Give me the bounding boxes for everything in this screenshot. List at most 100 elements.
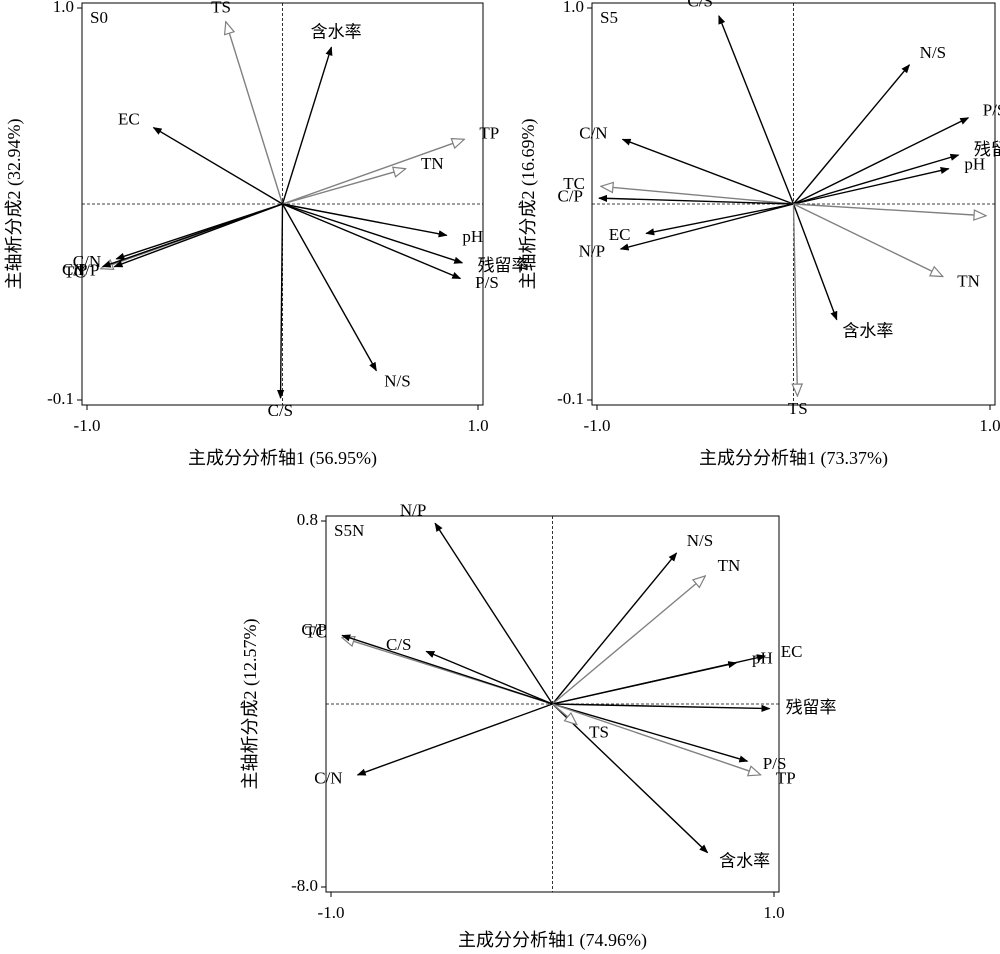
variable-label: 含水率 — [311, 23, 362, 42]
panel-label: S5 — [600, 8, 618, 27]
variable-label: 含水率 — [719, 851, 770, 870]
loading-arrow — [552, 703, 771, 713]
x-tick-label: -1.0 — [318, 903, 345, 922]
loading-arrow — [793, 203, 987, 216]
y-tick-label: 1.0 — [563, 0, 584, 16]
variable-label: TS — [788, 399, 808, 418]
x-tick-label: 1.0 — [467, 416, 488, 435]
variable-label: N/P — [73, 261, 99, 280]
loading-arrow — [792, 203, 838, 321]
x-tick-label: 1.0 — [979, 416, 1000, 435]
x-axis-title: 主成分分析轴1 (56.95%) — [188, 448, 377, 469]
variable-label: C/P — [301, 620, 327, 639]
variable-label: C/S — [268, 401, 294, 420]
loading-arrow — [341, 634, 553, 705]
variable-label: TP — [776, 768, 796, 787]
loading-arrow — [552, 703, 761, 775]
loading-arrow — [552, 703, 749, 763]
panel-label: S5N — [334, 521, 364, 540]
loading-arrow — [794, 203, 798, 396]
variable-label: C/N — [73, 252, 101, 271]
variable-label: TC — [305, 622, 327, 641]
variable-label: 残留率 — [478, 256, 529, 275]
x-tick-label: -1.0 — [584, 416, 611, 435]
loading-arrow — [282, 169, 406, 205]
variable-label: N/S — [384, 372, 410, 391]
variable-label: 残留率 — [974, 140, 1000, 159]
loading-arrow — [281, 203, 377, 372]
variable-label: TN — [718, 556, 741, 575]
x-tick-label: -1.0 — [74, 416, 101, 435]
variable-label: pH — [462, 227, 483, 246]
loading-arrow — [552, 703, 577, 725]
y-tick-label: -0.1 — [47, 389, 74, 408]
variable-label: N/S — [687, 531, 713, 550]
variable-label: TN — [957, 272, 980, 291]
variable-label: EC — [118, 109, 140, 128]
loading-arrow — [425, 650, 553, 705]
variable-label: TC — [64, 262, 86, 281]
loading-arrow — [356, 703, 553, 776]
variable-label: C/P — [557, 187, 583, 206]
loading-arrow — [282, 139, 465, 205]
variable-label: pH — [752, 649, 773, 668]
variable-label: P/S — [763, 754, 787, 773]
loading-arrow — [281, 46, 333, 205]
y-tick-label: 0.8 — [297, 510, 318, 529]
loading-arrow — [792, 64, 911, 205]
loading-arrow — [282, 203, 448, 238]
variable-label: TS — [589, 723, 609, 742]
variable-label: C/P — [62, 260, 88, 279]
loading-arrow — [645, 203, 794, 236]
loading-arrow — [621, 138, 794, 205]
x-tick-label: 1.0 — [763, 903, 784, 922]
variable-label: TP — [479, 124, 499, 143]
loading-arrow — [552, 661, 738, 705]
variable-label: TN — [421, 154, 444, 173]
variable-label: P/S — [475, 273, 499, 292]
loading-arrow — [598, 194, 794, 205]
variable-label: N/S — [920, 43, 946, 62]
loading-arrow — [113, 203, 283, 268]
loading-arrow — [226, 22, 284, 205]
panel-label: S0 — [90, 8, 108, 27]
loading-arrow — [619, 203, 794, 251]
loading-arrow — [601, 186, 794, 205]
loading-arrow — [552, 576, 706, 705]
loading-arrow — [551, 552, 678, 705]
loading-arrow — [793, 203, 943, 277]
variable-label: TC — [563, 174, 585, 193]
variable-label: 残留率 — [786, 698, 837, 717]
variable-label: C/S — [386, 635, 412, 654]
variable-label: C/N — [314, 769, 342, 788]
y-axis-title: 主轴析分成2 (12.57%) — [240, 619, 261, 790]
variable-label: N/P — [579, 242, 605, 261]
variable-label: N/P — [400, 500, 426, 519]
loading-arrow — [282, 203, 462, 280]
variable-label: P/S — [983, 100, 1000, 119]
loading-arrow — [434, 522, 554, 705]
variable-label: EC — [609, 225, 631, 244]
variable-label: TS — [211, 0, 231, 16]
variable-label: C/N — [579, 123, 607, 142]
y-tick-label: 1.0 — [53, 0, 74, 16]
loading-arrow — [793, 117, 970, 205]
variable-label: EC — [781, 642, 803, 661]
loading-arrow — [793, 167, 950, 205]
x-axis-title: 主成分分析轴1 (74.96%) — [458, 930, 647, 951]
variable-label: pH — [964, 155, 985, 174]
y-tick-label: -0.1 — [557, 389, 584, 408]
loading-arrow — [152, 126, 283, 205]
y-axis-title: 主轴析分成2 (16.69%) — [518, 119, 539, 290]
loading-arrow — [793, 153, 960, 205]
loading-arrow — [277, 203, 285, 399]
y-axis-title: 主轴析分成2 (32.94%) — [4, 119, 25, 290]
loading-arrow — [282, 203, 464, 264]
y-tick-label: -8.0 — [291, 876, 318, 895]
x-axis-title: 主成分分析轴1 (73.37%) — [699, 448, 888, 469]
loading-arrow — [552, 703, 709, 854]
variable-label: 含水率 — [842, 322, 893, 341]
loading-arrow — [718, 15, 795, 205]
variable-label: C/S — [687, 0, 713, 11]
